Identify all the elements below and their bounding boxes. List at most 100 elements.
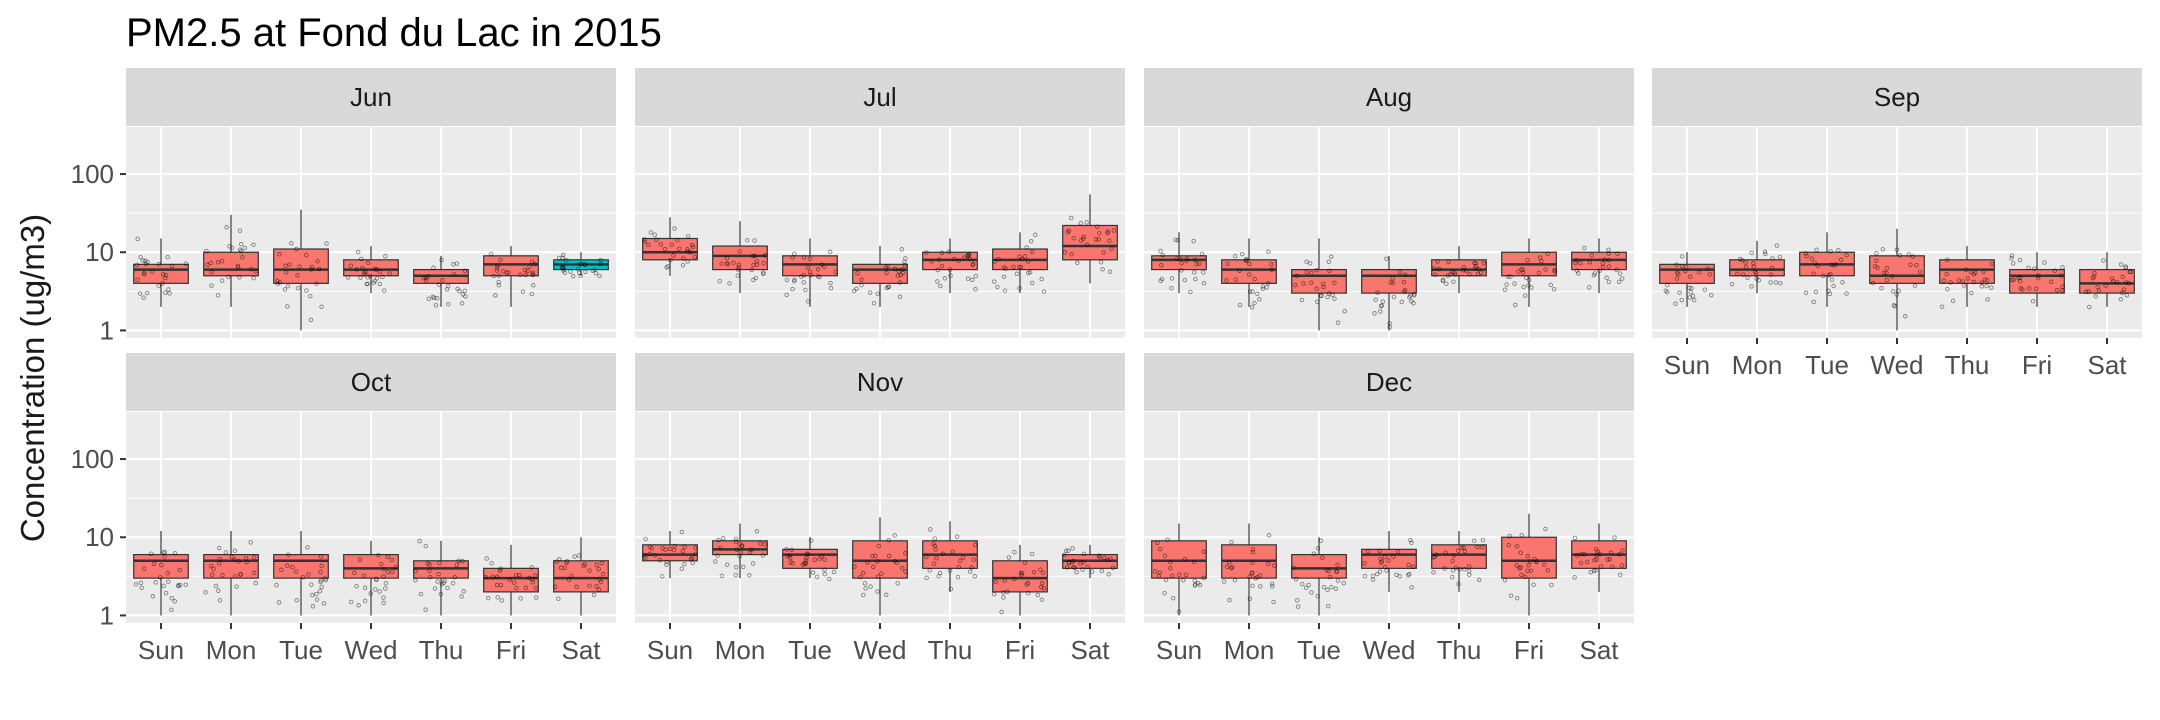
data-point [1094, 224, 1100, 229]
data-point [1160, 252, 1166, 258]
data-point [599, 560, 605, 566]
data-point [582, 561, 587, 567]
data-point [972, 542, 978, 548]
data-point [1266, 249, 1271, 254]
data-point [751, 277, 756, 283]
data-point [1386, 558, 1391, 563]
data-point [808, 538, 814, 543]
box-body [343, 259, 399, 277]
data-point [852, 564, 857, 569]
data-point [308, 293, 313, 299]
data-point [1330, 292, 1335, 297]
data-point [1471, 538, 1477, 543]
data-point [717, 278, 722, 284]
data-point [137, 291, 143, 296]
data-point [451, 271, 457, 277]
data-point [1176, 609, 1182, 614]
data-point [210, 572, 215, 577]
data-point [1592, 557, 1597, 563]
data-point [593, 270, 599, 276]
facet-panel-sep: Sep Sun Mon Tue Wed Thu Fri Sat [1652, 68, 2142, 380]
data-point [1399, 299, 1405, 305]
data-point [1326, 259, 1332, 265]
x-tick-label: Sat [1579, 635, 1619, 665]
data-point [817, 556, 822, 561]
data-point [931, 541, 936, 547]
data-point [1031, 570, 1037, 575]
data-point [568, 269, 573, 274]
data-point [854, 286, 859, 292]
data-point [2120, 274, 2125, 280]
data-point [439, 582, 445, 587]
data-point [1520, 267, 1525, 273]
data-point [1201, 280, 1207, 286]
data-point [1327, 574, 1333, 580]
data-point [1450, 568, 1456, 573]
data-point [494, 268, 500, 273]
data-point [485, 595, 491, 601]
data-point [1100, 267, 1105, 272]
data-point [134, 262, 140, 268]
data-point [895, 273, 901, 278]
data-point [135, 277, 140, 283]
jitter-points [483, 556, 539, 603]
box-body [1291, 268, 1347, 294]
data-point [902, 259, 907, 265]
data-point [304, 252, 309, 258]
data-point [413, 578, 418, 583]
data-point [530, 580, 536, 585]
box-dec-thu [1431, 531, 1487, 592]
box-dec-sun [1151, 523, 1207, 616]
data-point [1989, 261, 1995, 267]
data-point [562, 270, 568, 276]
data-point [664, 265, 669, 270]
data-point [1502, 577, 1508, 583]
data-point [163, 290, 168, 295]
data-point [1315, 593, 1320, 599]
data-point [733, 572, 739, 578]
data-point [1225, 261, 1230, 267]
data-point [827, 249, 833, 255]
data-point [529, 565, 534, 570]
data-point [587, 568, 592, 573]
data-point [361, 573, 367, 578]
data-point [533, 585, 539, 591]
data-point [581, 563, 586, 569]
data-point [1729, 282, 1735, 287]
data-point [208, 260, 214, 266]
data-point [1811, 271, 1816, 277]
data-point [166, 287, 171, 292]
data-point [1606, 251, 1611, 256]
data-point [815, 274, 821, 279]
data-point [932, 543, 938, 549]
data-point [1260, 286, 1266, 292]
data-point [1456, 548, 1461, 554]
data-point [1308, 280, 1314, 285]
box-sep-wed [1869, 228, 1925, 331]
data-point [1022, 254, 1028, 259]
data-point [251, 242, 256, 247]
data-point [1299, 297, 1305, 303]
data-point [1838, 257, 1844, 263]
data-point [319, 563, 324, 569]
data-point [530, 272, 536, 278]
data-point [1022, 560, 1028, 566]
data-point [1502, 287, 1508, 292]
box-sep-thu [1939, 246, 1995, 309]
data-point [1066, 228, 1072, 234]
box-sep-mon [1729, 240, 1785, 294]
data-point [520, 289, 526, 294]
data-point [238, 241, 244, 247]
data-point [431, 265, 436, 271]
data-point [578, 262, 583, 267]
data-point [971, 557, 976, 562]
data-point [970, 261, 976, 267]
facet-strip [1144, 68, 1634, 126]
data-point [689, 242, 695, 248]
box-aug-fri [1501, 238, 1557, 308]
data-point [1325, 603, 1331, 609]
data-point [761, 260, 766, 266]
box-nov-tue [782, 537, 838, 582]
data-point [1182, 277, 1188, 283]
data-point [217, 561, 222, 566]
